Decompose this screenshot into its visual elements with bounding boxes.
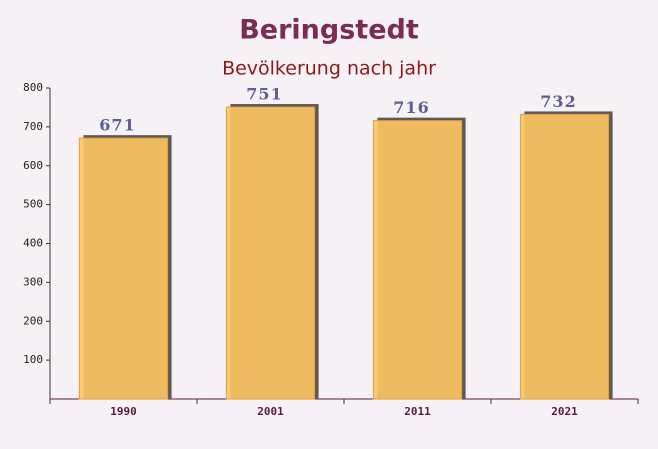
value-label: 751 [246, 85, 282, 104]
bar [372, 120, 463, 400]
y-tick-label: 100 [23, 353, 43, 366]
x-tick-label: 2001 [257, 405, 284, 418]
y-tick-label: 200 [23, 314, 43, 327]
chart-subtitle: Bevölkerung nach jahr [222, 58, 436, 80]
value-label: 716 [393, 98, 429, 117]
y-tick-label: 300 [23, 275, 43, 288]
y-tick-label: 800 [23, 81, 43, 94]
bar [225, 106, 316, 400]
x-tick-label: 1990 [110, 405, 137, 418]
chart-title: Beringstedt [239, 15, 419, 46]
x-tick-label: 2021 [551, 405, 578, 418]
value-label: 671 [99, 116, 135, 135]
bar [78, 137, 169, 400]
y-tick-label: 500 [23, 198, 43, 211]
x-tick-label: 2011 [404, 405, 431, 418]
y-tick-label: 600 [23, 159, 43, 172]
bar [519, 113, 610, 400]
y-tick-label: 400 [23, 237, 43, 250]
y-tick-label: 700 [23, 120, 43, 133]
value-label: 732 [540, 92, 576, 111]
